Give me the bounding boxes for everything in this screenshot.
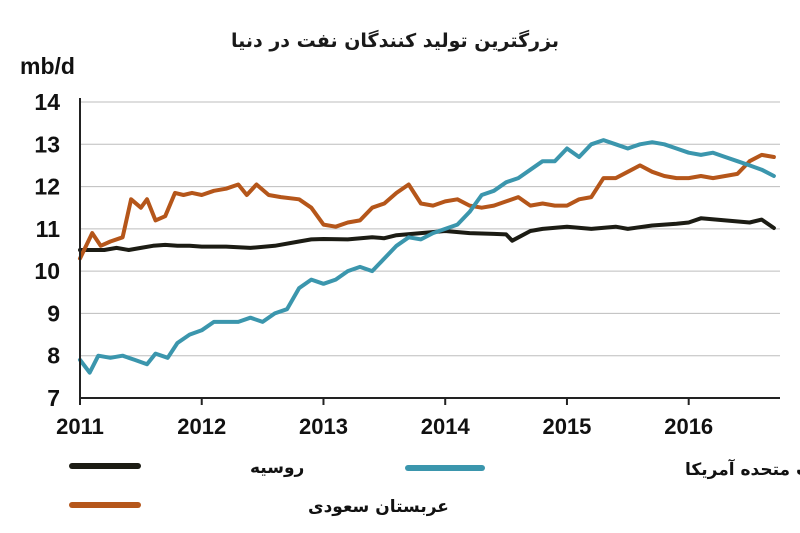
x-tick-labels: 2011 2012 2013 2014 2015 2016 (56, 414, 713, 439)
series-lines (78, 138, 776, 375)
y-tick-label-13: 13 (34, 131, 60, 157)
legend-label-united-states: ایالات متحده آمریکا (685, 458, 800, 480)
y-tick-label-11: 11 (36, 216, 61, 242)
x-tick-label-2014: 2014 (421, 414, 471, 439)
grid-lines (80, 101, 780, 357)
axes (79, 98, 780, 405)
y-tick-label-7: 7 (47, 385, 60, 411)
x-tick-label-2011: 2011 (56, 414, 104, 439)
series-line-united-states (78, 138, 776, 375)
x-tick-label-2016: 2016 (664, 414, 713, 439)
series-line-saudi-arabia (78, 152, 776, 261)
x-tick-label-2012: 2012 (177, 414, 226, 439)
x-tick-label-2015: 2015 (542, 414, 591, 439)
y-tick-label-14: 14 (34, 89, 60, 115)
y-tick-label-9: 9 (47, 300, 60, 326)
x-tick-label-2013: 2013 (299, 414, 348, 439)
y-tick-label-8: 8 (47, 343, 60, 369)
y-tick-label-12: 12 (34, 174, 60, 200)
chart-title: بزرگترین تولید کنندگان نفت در دنیا (231, 29, 559, 52)
y-tick-label-10: 10 (34, 258, 60, 284)
legend-label-saudi-arabia: عربستان سعودی (308, 497, 449, 517)
legend-label-russia: روسیه (250, 458, 304, 478)
y-tick-labels: 7 8 9 10 11 12 13 14 (34, 89, 60, 411)
series-line-russia (78, 216, 776, 252)
y-axis-unit-label: mb/d (20, 53, 75, 79)
